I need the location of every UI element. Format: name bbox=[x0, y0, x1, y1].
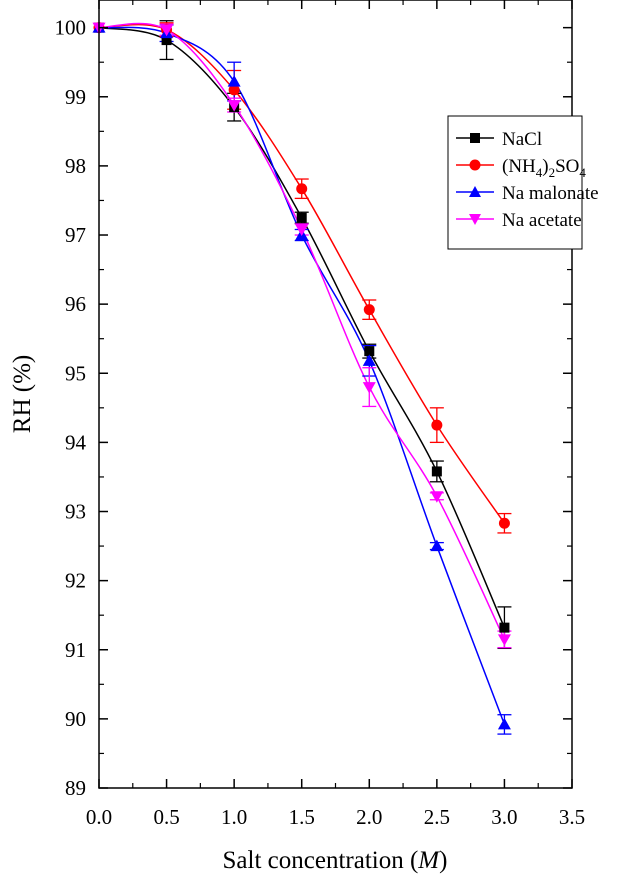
y-tick-label: 98 bbox=[65, 154, 86, 178]
legend-label-ammonium-sulfate: (NH4)2SO4 bbox=[502, 156, 586, 180]
legend-marker-triangle-down bbox=[469, 214, 481, 225]
legend-label-na-malonate: Na malonate bbox=[502, 183, 599, 204]
y-tick-label: 95 bbox=[65, 361, 86, 385]
fit-curve-series-3 bbox=[98, 22, 506, 640]
fit-curve-series-1 bbox=[98, 23, 506, 524]
y-axis-title: RH (%) bbox=[9, 355, 36, 433]
legend-label-nacl: NaCl bbox=[502, 129, 542, 150]
y-tick-label: 92 bbox=[65, 569, 86, 593]
data-point-series-3 bbox=[430, 491, 444, 503]
x-tick-label: 3.5 bbox=[559, 805, 585, 829]
data-point-series-0 bbox=[296, 212, 307, 223]
x-tick-label: 0.5 bbox=[153, 805, 179, 829]
y-tick-label: 96 bbox=[65, 292, 86, 316]
data-point-series-1 bbox=[431, 419, 443, 431]
x-tick-label: 0.0 bbox=[86, 805, 112, 829]
data-point-series-1 bbox=[296, 183, 308, 195]
x-tick-label: 2.0 bbox=[356, 805, 382, 829]
data-point-series-2 bbox=[362, 354, 376, 366]
legend-entry-ammonium-sulfate: (NH4)2SO4 bbox=[456, 156, 586, 180]
data-point-series-3 bbox=[227, 100, 241, 112]
data-point-series-3 bbox=[362, 382, 376, 394]
legend: NaCl (NH4)2SO4 Na malonate Na acetate bbox=[447, 115, 599, 250]
data-point-series-0 bbox=[161, 35, 172, 46]
legend-entry-na-malonate: Na malonate bbox=[456, 183, 599, 204]
fit-curves bbox=[98, 22, 506, 725]
legend-entry-nacl: NaCl bbox=[456, 129, 542, 150]
data-point-series-1 bbox=[228, 84, 240, 96]
data-point-series-0 bbox=[499, 622, 510, 633]
data-point-series-2 bbox=[430, 539, 444, 552]
y-tick-label: 97 bbox=[65, 223, 86, 247]
data-point-series-2 bbox=[497, 717, 511, 730]
y-tick-label: 100 bbox=[55, 16, 87, 40]
fit-curve-series-2 bbox=[98, 26, 506, 725]
y-axis-ticks: 89 90 91 92 93 94 95 96 97 98 99 100 bbox=[55, 16, 572, 800]
y-tick-label: 99 bbox=[65, 85, 86, 109]
x-tick-label: 2.5 bbox=[424, 805, 450, 829]
x-axis-title: Salt concentration (M) bbox=[223, 847, 448, 874]
x-axis-ticks: 0.0 0.5 1.0 1.5 2.0 2.5 3.0 3.5 bbox=[86, 0, 585, 829]
legend-marker-square bbox=[470, 133, 480, 143]
y-tick-label: 89 bbox=[65, 776, 86, 800]
data-point-series-1 bbox=[363, 304, 375, 316]
data-point-series-1 bbox=[498, 517, 510, 529]
data-point-series-2 bbox=[227, 75, 241, 87]
x-tick-label: 1.0 bbox=[221, 805, 247, 829]
data-point-series-3 bbox=[497, 634, 511, 646]
data-point-series-0 bbox=[364, 346, 375, 357]
y-tick-label: 90 bbox=[65, 707, 86, 731]
y-tick-label: 94 bbox=[65, 430, 87, 454]
data-point-series-3 bbox=[295, 224, 309, 236]
data-point-series-0 bbox=[431, 466, 442, 477]
legend-marker-circle bbox=[469, 159, 481, 171]
fit-curve-series-0 bbox=[98, 26, 506, 628]
y-tick-label: 91 bbox=[65, 638, 86, 662]
y-tick-label: 93 bbox=[65, 500, 86, 524]
legend-marker-triangle-up bbox=[469, 186, 481, 197]
x-tick-label: 1.5 bbox=[289, 805, 315, 829]
legend-entry-na-acetate: Na acetate bbox=[456, 210, 582, 231]
data-point-series-3 bbox=[160, 24, 174, 37]
legend-label-na-acetate: Na acetate bbox=[502, 210, 582, 231]
x-tick-label: 3.0 bbox=[491, 805, 517, 829]
